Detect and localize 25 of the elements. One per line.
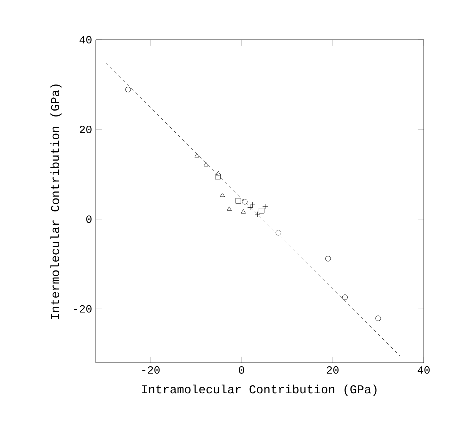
point: [326, 256, 332, 262]
point: [215, 174, 221, 180]
point: [342, 294, 348, 300]
point: [376, 316, 382, 322]
x-axis-title: Intramolecular Contribution (GPa): [142, 384, 377, 396]
y-tick-label: 20: [80, 126, 92, 134]
point: [241, 209, 246, 214]
point: [204, 162, 209, 167]
point: [276, 230, 282, 236]
x-tick-label: -20: [142, 366, 160, 374]
x-tick-label: 0: [239, 366, 244, 374]
y-axis-title: Intermolecular Contribution (GPa): [50, 84, 62, 320]
y-tick-label: -20: [74, 305, 92, 313]
point: [227, 206, 232, 212]
x-tick-label: 40: [418, 366, 430, 374]
point: [216, 171, 221, 176]
point: [220, 192, 226, 198]
point: [126, 86, 132, 93]
point: [194, 153, 200, 158]
point: [259, 208, 265, 214]
point: [242, 199, 248, 205]
point: [236, 198, 242, 204]
y-tick-label: 0: [86, 216, 92, 224]
x-tick-label: 20: [327, 366, 339, 374]
y-tick-label: 40: [80, 36, 92, 44]
